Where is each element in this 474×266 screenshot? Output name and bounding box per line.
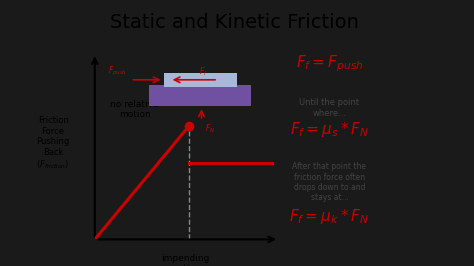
Text: Until the point
where...: Until the point where...	[300, 98, 359, 118]
Text: $F_f$: $F_f$	[200, 66, 208, 78]
Text: Static and Kinetic Friction: Static and Kinetic Friction	[110, 13, 359, 32]
Text: $F_f = \mu_s * F_N$: $F_f = \mu_s * F_N$	[290, 120, 369, 139]
Text: no relative
motion: no relative motion	[110, 99, 159, 119]
Bar	[164, 73, 237, 87]
Text: $F_f = \mu_k * F_N$: $F_f = \mu_k * F_N$	[290, 207, 369, 226]
Text: After that point the
friction force often
drops down to and
stays at...: After that point the friction force ofte…	[292, 162, 366, 202]
Text: $F_{push}$: $F_{push}$	[108, 65, 127, 78]
Text: $F_f = F_{push}$: $F_f = F_{push}$	[296, 53, 363, 74]
Text: $F_N$: $F_N$	[205, 123, 215, 135]
Text: impending
motion: impending motion	[161, 254, 210, 266]
Text: Friction
Force
Pushing
Back
($F_{friction}$): Friction Force Pushing Back ($F_{frictio…	[36, 117, 70, 171]
Bar	[149, 85, 251, 106]
